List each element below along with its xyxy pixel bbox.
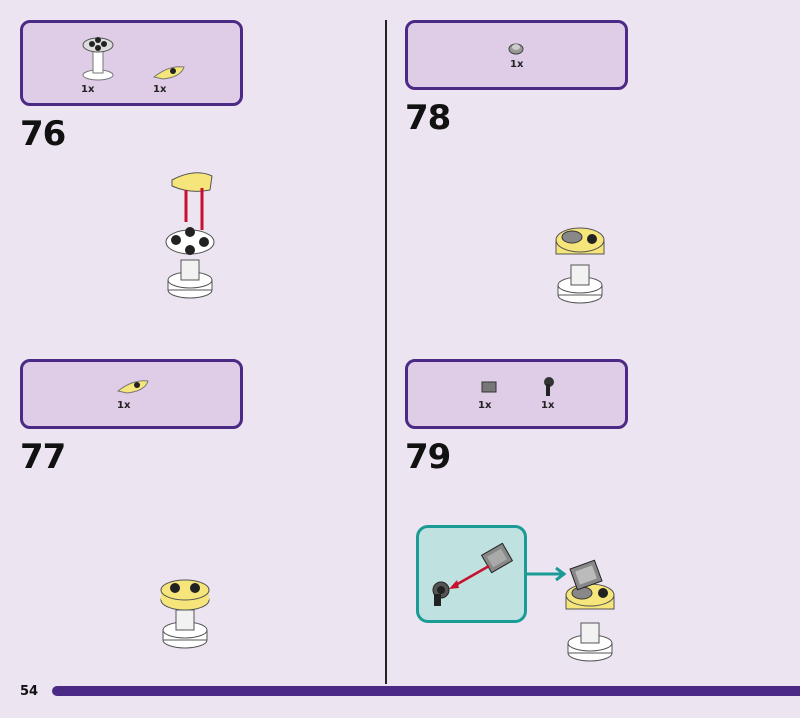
step-number: 78 xyxy=(405,98,451,138)
page-footer-bar xyxy=(52,686,800,696)
part-qty: 1x xyxy=(541,400,555,411)
step-number: 76 xyxy=(20,114,66,154)
black-clip-icon xyxy=(544,377,554,396)
step-number: 77 xyxy=(20,437,66,477)
parts-list-77: 1x xyxy=(20,359,243,429)
grey-round-tile-icon xyxy=(508,43,524,55)
step-77-assembly xyxy=(160,579,210,649)
sub-assembly-diagram xyxy=(432,542,514,606)
part-qty: 1x xyxy=(81,84,95,95)
part-qty: 1x xyxy=(478,400,492,411)
part-qty: 1x xyxy=(510,59,524,70)
callout-arrow xyxy=(526,566,567,582)
step-number: 79 xyxy=(405,437,451,477)
parts-list-76: 1x 1x xyxy=(20,20,243,106)
yellow-curved-plate-icon xyxy=(116,380,149,394)
column-divider xyxy=(385,20,387,684)
parts-list-79: 1x 1x xyxy=(405,359,628,429)
grey-printed-tile-icon xyxy=(481,381,497,393)
yellow-curved-plate-icon xyxy=(152,66,185,80)
part-qty: 1x xyxy=(153,84,167,95)
page-number: 54 xyxy=(20,684,39,699)
step-76-assembly xyxy=(165,172,215,299)
part-qty: 1x xyxy=(117,400,131,411)
round-plate-on-stand-icon xyxy=(82,37,114,81)
step-79-assembly xyxy=(565,559,615,662)
step-78-assembly xyxy=(555,227,605,304)
parts-list-78: 1x xyxy=(405,20,628,90)
sub-assembly-callout xyxy=(416,525,527,623)
